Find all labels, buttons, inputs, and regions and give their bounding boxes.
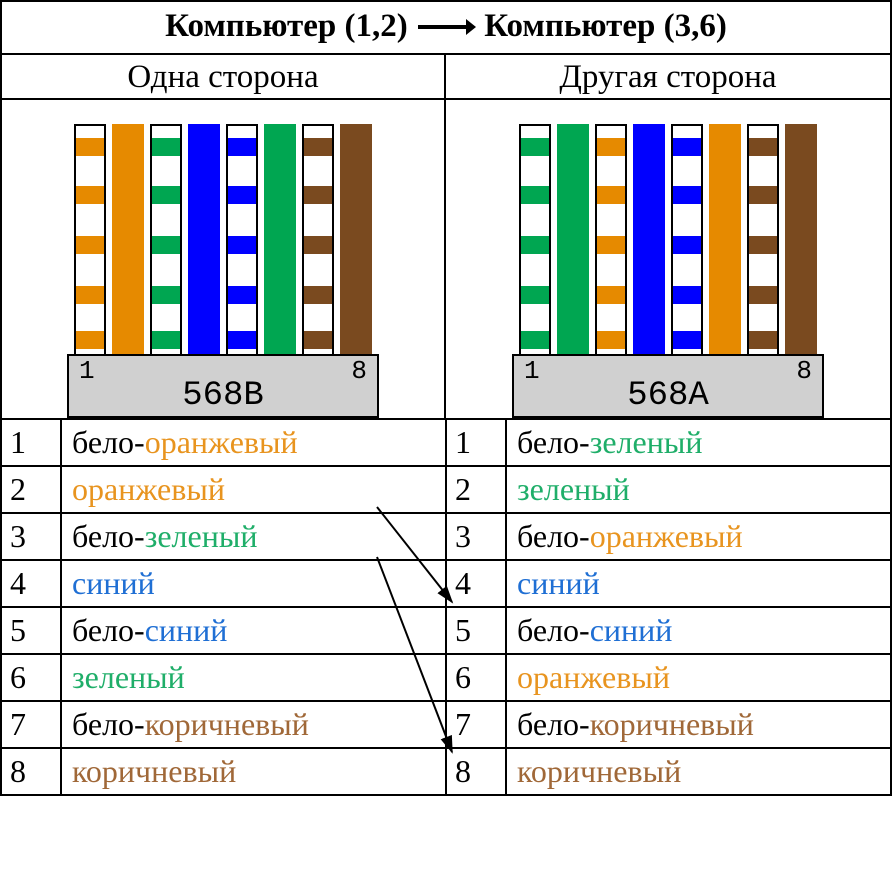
color-name: бело-оранжевый xyxy=(62,420,447,465)
connector-base: 1 8 568B xyxy=(67,354,379,418)
wire xyxy=(150,124,182,356)
pin-end-label: 8 xyxy=(796,356,812,386)
title-left: Компьютер (1,2) xyxy=(165,8,408,44)
wire xyxy=(302,124,334,356)
pin-number: 4 xyxy=(447,561,507,606)
pin-number: 8 xyxy=(447,749,507,794)
pin-number: 4 xyxy=(2,561,62,606)
pin-number: 6 xyxy=(2,655,62,700)
table-row: 7бело-коричневый7бело-коричневый xyxy=(2,700,890,747)
pin-number: 3 xyxy=(2,514,62,559)
pin-number: 1 xyxy=(447,420,507,465)
color-name: синий xyxy=(62,561,447,606)
wire xyxy=(74,124,106,356)
pin-number: 5 xyxy=(447,608,507,653)
cable-pinout-diagram: Компьютер (1,2) Компьютер (3,6) Одна сто… xyxy=(0,0,892,796)
table-row: 2оранжевый2зеленый xyxy=(2,465,890,512)
header-right: Другая сторона xyxy=(446,55,890,98)
table-row: 4синий4синий xyxy=(2,559,890,606)
standard-label: 568B xyxy=(182,357,264,415)
color-name: бело-зеленый xyxy=(62,514,447,559)
wire xyxy=(264,124,296,356)
connector-right: 1 8 568A xyxy=(446,100,890,418)
arrow-icon xyxy=(416,12,476,49)
color-name: зеленый xyxy=(507,467,890,512)
color-name: зеленый xyxy=(62,655,447,700)
pin-number: 1 xyxy=(2,420,62,465)
wire xyxy=(671,124,703,356)
pin-start-label: 1 xyxy=(524,356,540,386)
pin-number: 7 xyxy=(447,702,507,747)
color-name: коричневый xyxy=(62,749,447,794)
wire xyxy=(519,124,551,356)
pin-number: 3 xyxy=(447,514,507,559)
color-name: бело-коричневый xyxy=(507,702,890,747)
pin-number: 7 xyxy=(2,702,62,747)
pin-end-label: 8 xyxy=(351,356,367,386)
pin-number: 2 xyxy=(447,467,507,512)
pin-number: 8 xyxy=(2,749,62,794)
connector-diagrams: 1 8 568B 1 8 568A xyxy=(2,100,890,420)
connector-left: 1 8 568B xyxy=(2,100,446,418)
wire xyxy=(557,124,589,356)
color-name: коричневый xyxy=(507,749,890,794)
wire xyxy=(112,124,144,356)
wire xyxy=(226,124,258,356)
wire xyxy=(595,124,627,356)
wire xyxy=(633,124,665,356)
wire xyxy=(709,124,741,356)
header-left: Одна сторона xyxy=(2,55,446,98)
title-row: Компьютер (1,2) Компьютер (3,6) xyxy=(2,2,890,55)
wire xyxy=(785,124,817,356)
color-name: бело-синий xyxy=(507,608,890,653)
wire xyxy=(188,124,220,356)
color-name: бело-коричневый xyxy=(62,702,447,747)
color-name: оранжевый xyxy=(507,655,890,700)
color-name: синий xyxy=(507,561,890,606)
table-row: 1бело-оранжевый1бело-зеленый xyxy=(2,420,890,465)
table-row: 6зеленый6оранжевый xyxy=(2,653,890,700)
title-right: Компьютер (3,6) xyxy=(484,8,727,44)
table-row: 5бело-синий5бело-синий xyxy=(2,606,890,653)
color-name: бело-синий xyxy=(62,608,447,653)
color-name: бело-зеленый xyxy=(507,420,890,465)
pin-number: 5 xyxy=(2,608,62,653)
wire xyxy=(340,124,372,356)
pin-number: 6 xyxy=(447,655,507,700)
table-row: 8коричневый8коричневый xyxy=(2,747,890,794)
side-headers: Одна сторона Другая сторона xyxy=(2,55,890,100)
connector-base: 1 8 568A xyxy=(512,354,824,418)
pin-number: 2 xyxy=(2,467,62,512)
table-row: 3бело-зеленый3бело-оранжевый xyxy=(2,512,890,559)
wire xyxy=(747,124,779,356)
color-name: бело-оранжевый xyxy=(507,514,890,559)
pin-start-label: 1 xyxy=(79,356,95,386)
pinout-table: 1бело-оранжевый1бело-зеленый2оранжевый2з… xyxy=(2,420,890,794)
standard-label: 568A xyxy=(627,357,709,415)
color-name: оранжевый xyxy=(62,467,447,512)
